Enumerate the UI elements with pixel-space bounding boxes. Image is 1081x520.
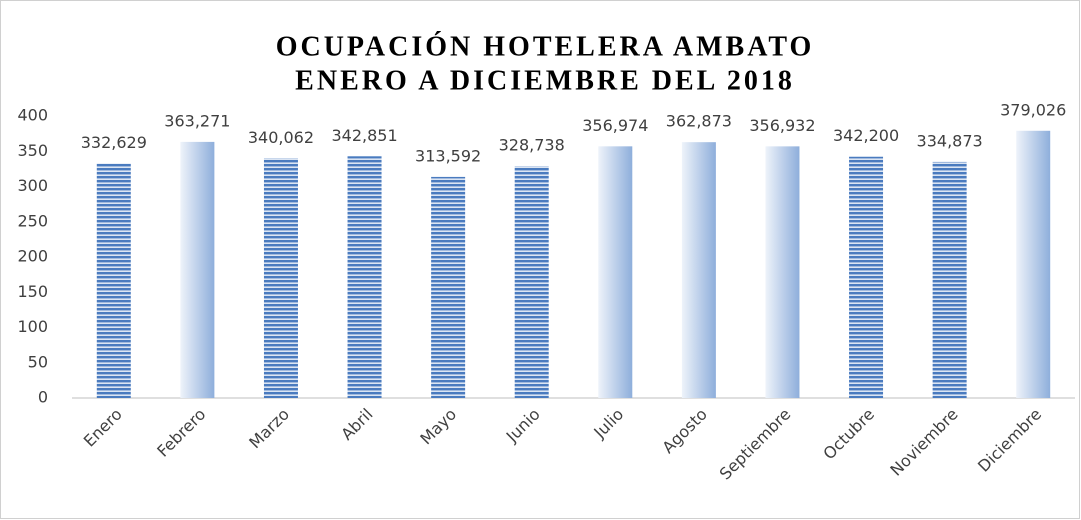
- data-label: 362,873: [666, 112, 732, 131]
- y-tick-label: 300: [17, 176, 48, 195]
- chart-title: OCUPACIÓN HOTELERA AMBATO: [276, 31, 815, 62]
- data-label: 334,873: [917, 131, 983, 150]
- data-label: 356,974: [582, 116, 648, 135]
- bar: [263, 158, 298, 398]
- data-label: 342,200: [833, 126, 899, 145]
- bar: [681, 142, 716, 398]
- data-label: 356,932: [749, 116, 815, 135]
- bar: [932, 161, 967, 398]
- bar: [96, 163, 131, 398]
- y-tick-label: 200: [17, 247, 48, 266]
- bar: [431, 176, 466, 398]
- y-tick-label: 150: [17, 282, 48, 301]
- chart-subtitle: ENERO A DICIEMBRE DEL 2018: [295, 65, 795, 96]
- bar: [347, 156, 382, 398]
- y-tick-label: 400: [17, 106, 48, 125]
- data-label: 313,592: [415, 146, 481, 165]
- y-tick-label: 100: [17, 317, 48, 336]
- data-label: 332,629: [81, 133, 147, 152]
- y-tick-label: 0: [38, 388, 48, 407]
- bar: [849, 156, 884, 398]
- data-label: 363,271: [164, 111, 230, 130]
- y-tick-label: 350: [17, 141, 48, 160]
- data-label: 342,851: [331, 126, 397, 145]
- bar: [514, 166, 549, 398]
- bar: [1016, 130, 1051, 398]
- data-label: 379,026: [1000, 100, 1066, 119]
- bar: [765, 146, 800, 398]
- y-tick-label: 250: [17, 211, 48, 230]
- bar: [598, 146, 633, 398]
- data-label: 328,738: [499, 136, 565, 155]
- y-tick-label: 50: [28, 352, 48, 371]
- data-label: 340,062: [248, 128, 314, 147]
- bar: [180, 141, 215, 398]
